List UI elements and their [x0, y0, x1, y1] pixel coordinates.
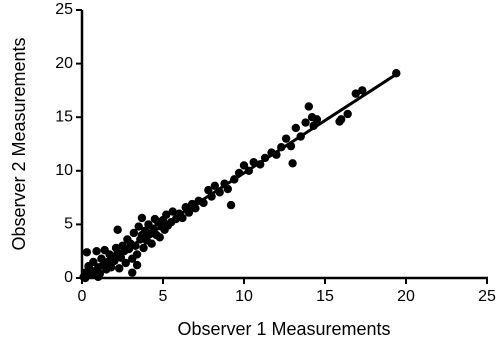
point	[296, 132, 305, 141]
point	[343, 109, 352, 119]
point	[244, 166, 254, 175]
x-tick-label: 5	[159, 288, 168, 305]
point	[184, 208, 194, 217]
y-tick-label: 25	[55, 1, 73, 18]
point	[137, 213, 147, 223]
point	[210, 181, 220, 191]
point	[131, 241, 140, 251]
point	[199, 198, 208, 208]
point	[277, 143, 286, 152]
point	[82, 248, 92, 257]
point	[304, 102, 313, 111]
point	[97, 254, 106, 263]
x-tick-label: 25	[478, 288, 496, 305]
point	[155, 233, 164, 242]
point	[288, 159, 297, 168]
point	[351, 89, 360, 98]
point	[286, 141, 296, 151]
point	[92, 247, 101, 256]
point	[116, 253, 126, 262]
point	[129, 228, 139, 238]
point	[147, 239, 156, 248]
point	[115, 264, 124, 273]
point	[309, 121, 318, 130]
point	[106, 263, 116, 272]
point	[149, 224, 158, 233]
point	[94, 272, 103, 282]
point	[215, 188, 224, 197]
point	[207, 192, 216, 201]
point	[234, 168, 244, 178]
point	[337, 115, 346, 124]
point	[110, 256, 119, 266]
point	[272, 150, 281, 159]
x-tick-label: 15	[316, 288, 334, 305]
x-tick-label: 20	[397, 288, 415, 305]
x-tick-label: 10	[235, 288, 253, 305]
y-tick-label: 15	[55, 108, 73, 125]
y-axis-title: Observer 2 Measurements	[9, 37, 29, 250]
point	[178, 213, 187, 223]
point	[89, 257, 98, 267]
point	[249, 158, 258, 167]
point	[392, 69, 401, 78]
x-tick-label: 0	[78, 288, 87, 305]
point	[191, 204, 200, 213]
point	[132, 260, 142, 270]
point	[223, 184, 232, 194]
y-tick-label: 20	[55, 55, 73, 72]
point	[301, 118, 310, 127]
point	[113, 225, 122, 234]
point	[281, 134, 291, 143]
point	[239, 161, 249, 170]
point	[162, 210, 171, 219]
point	[168, 207, 177, 216]
y-tick-label: 5	[64, 216, 73, 233]
point	[132, 250, 142, 259]
point	[128, 268, 137, 277]
point	[139, 243, 148, 253]
point	[204, 185, 213, 195]
point	[312, 115, 322, 124]
y-tick-label: 0	[64, 269, 73, 286]
point	[291, 123, 301, 133]
point	[230, 175, 239, 184]
point	[226, 200, 236, 210]
y-tick-label: 10	[55, 162, 73, 179]
point	[121, 258, 130, 268]
point	[358, 86, 367, 95]
point	[81, 273, 90, 283]
point	[134, 222, 143, 231]
point	[260, 153, 270, 163]
point	[256, 160, 265, 169]
x-axis-title: Observer 1 Measurements	[177, 319, 390, 339]
